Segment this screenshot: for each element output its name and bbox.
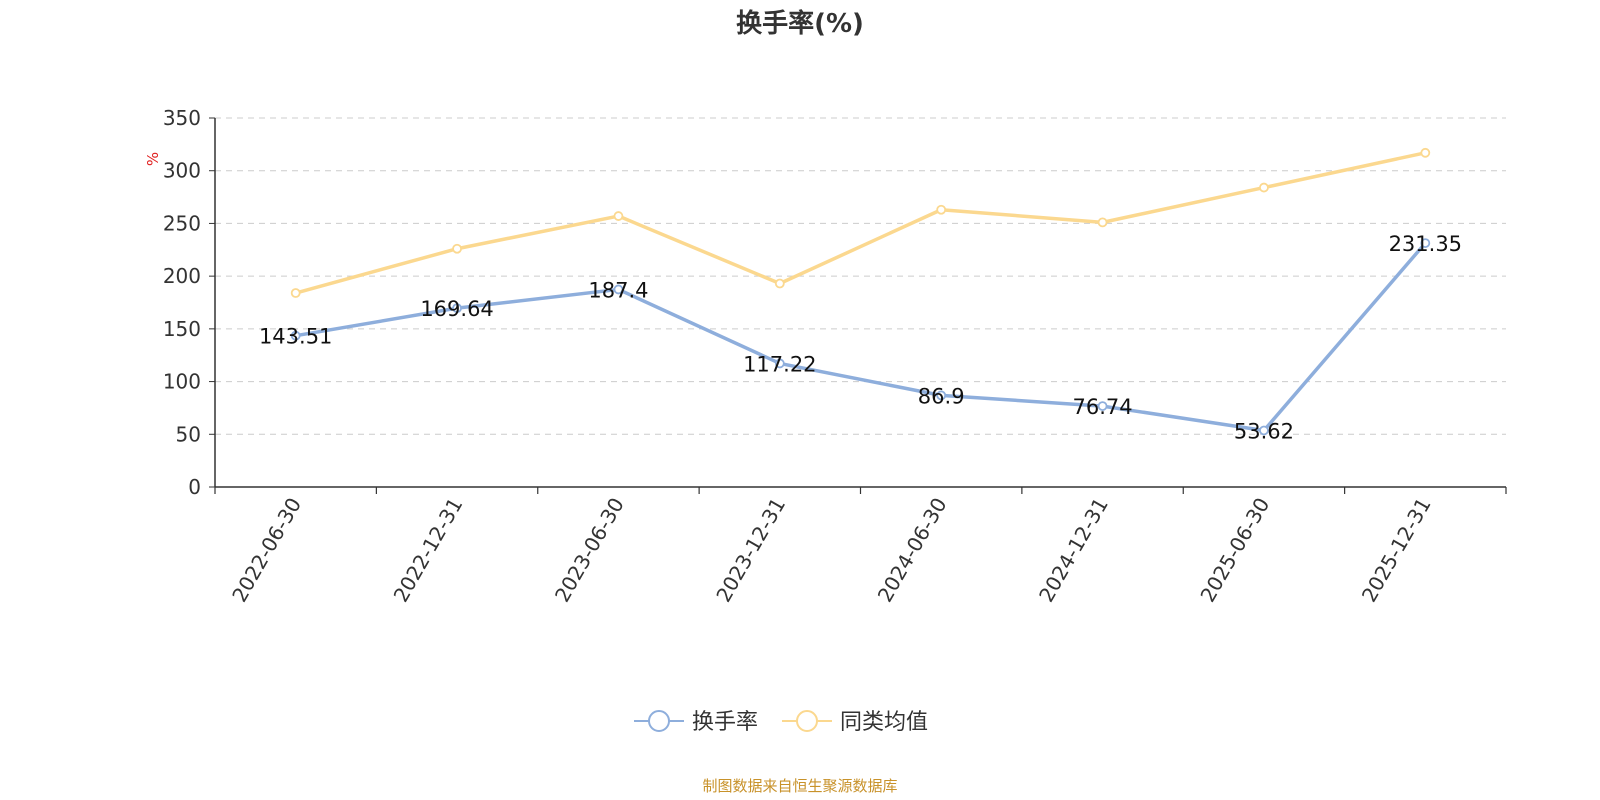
x-axis-ticks: 2022-06-30 2022-12-31 2023-06-30 2023-12-31… <box>214 487 1507 607</box>
data-point[interactable] <box>613 284 624 295</box>
data-label: 231.35 <box>1389 232 1462 256</box>
y-tick-label: 100 <box>163 370 201 394</box>
x-tick-label: 2025-12-31 <box>1357 494 1436 607</box>
axes <box>214 118 1506 488</box>
series-group <box>290 147 1431 436</box>
data-point[interactable] <box>936 204 947 215</box>
data-label: 53.62 <box>1234 419 1294 443</box>
data-point[interactable] <box>1097 401 1108 411</box>
y-tick-label: 300 <box>163 159 201 183</box>
y-tick-label: 350 <box>163 106 201 130</box>
data-label: 187.4 <box>588 278 648 302</box>
x-tick-label: 2022-06-30 <box>227 494 306 607</box>
data-point[interactable] <box>1097 217 1108 228</box>
data-point[interactable] <box>452 243 462 254</box>
y-tick-label: 250 <box>163 211 201 235</box>
y-tick-label: 0 <box>188 475 201 499</box>
data-label: 76.74 <box>1073 395 1133 419</box>
data-labels: 143.51 169.64 187.4 117.22 86.9 76.74 53.62 231… <box>259 232 1462 443</box>
y-axis-unit: % <box>144 152 162 166</box>
data-label: 117.22 <box>743 352 816 376</box>
series-turnover <box>290 238 1431 436</box>
legend-circle-icon <box>796 710 818 732</box>
x-tick-label: 2022-12-31 <box>388 494 467 607</box>
x-tick-label: 2024-12-31 <box>1034 494 1113 607</box>
legend-item[interactable]: 同类均值 <box>782 710 928 735</box>
legend-label: 同类均值 <box>840 710 928 735</box>
data-label: 86.9 <box>918 384 965 408</box>
y-tick-label: 50 <box>176 422 201 446</box>
legend-circle-icon <box>648 710 670 732</box>
x-tick-label: 2023-06-30 <box>550 494 629 607</box>
series-line <box>295 151 1426 295</box>
series-line <box>295 241 1427 433</box>
data-point[interactable] <box>774 358 785 369</box>
chart-title: 换手率(%) <box>736 8 864 39</box>
data-point[interactable] <box>290 288 301 298</box>
x-tick-label: 2025-06-30 <box>1195 494 1274 607</box>
data-point[interactable] <box>290 330 301 341</box>
data-point[interactable] <box>1420 147 1431 158</box>
data-point[interactable] <box>1259 425 1269 436</box>
y-tick-label: 150 <box>163 317 201 341</box>
data-point[interactable] <box>936 390 947 401</box>
y-tick-label: 200 <box>163 264 201 288</box>
legend-item[interactable]: 换手率 <box>634 710 758 735</box>
y-axis-ticks: 0 50 100 150 200 250 300 350 <box>163 106 215 499</box>
data-source-note: 制图数据来自恒生聚源数据库 <box>702 777 897 795</box>
data-point[interactable] <box>774 278 785 289</box>
data-label: 169.64 <box>420 297 493 321</box>
data-point[interactable] <box>613 211 624 221</box>
x-tick-label: 2023-12-31 <box>711 494 790 607</box>
data-point[interactable] <box>1259 182 1269 193</box>
data-point[interactable] <box>452 303 462 314</box>
legend[interactable]: 换手率 同类均值 <box>634 710 928 735</box>
data-point[interactable] <box>1420 238 1431 248</box>
grid-lines <box>215 117 1506 435</box>
data-label: 143.51 <box>259 325 332 349</box>
x-tick-label: 2024-06-30 <box>873 494 952 607</box>
series-peer-average <box>290 147 1431 298</box>
legend-label: 换手率 <box>692 710 758 735</box>
